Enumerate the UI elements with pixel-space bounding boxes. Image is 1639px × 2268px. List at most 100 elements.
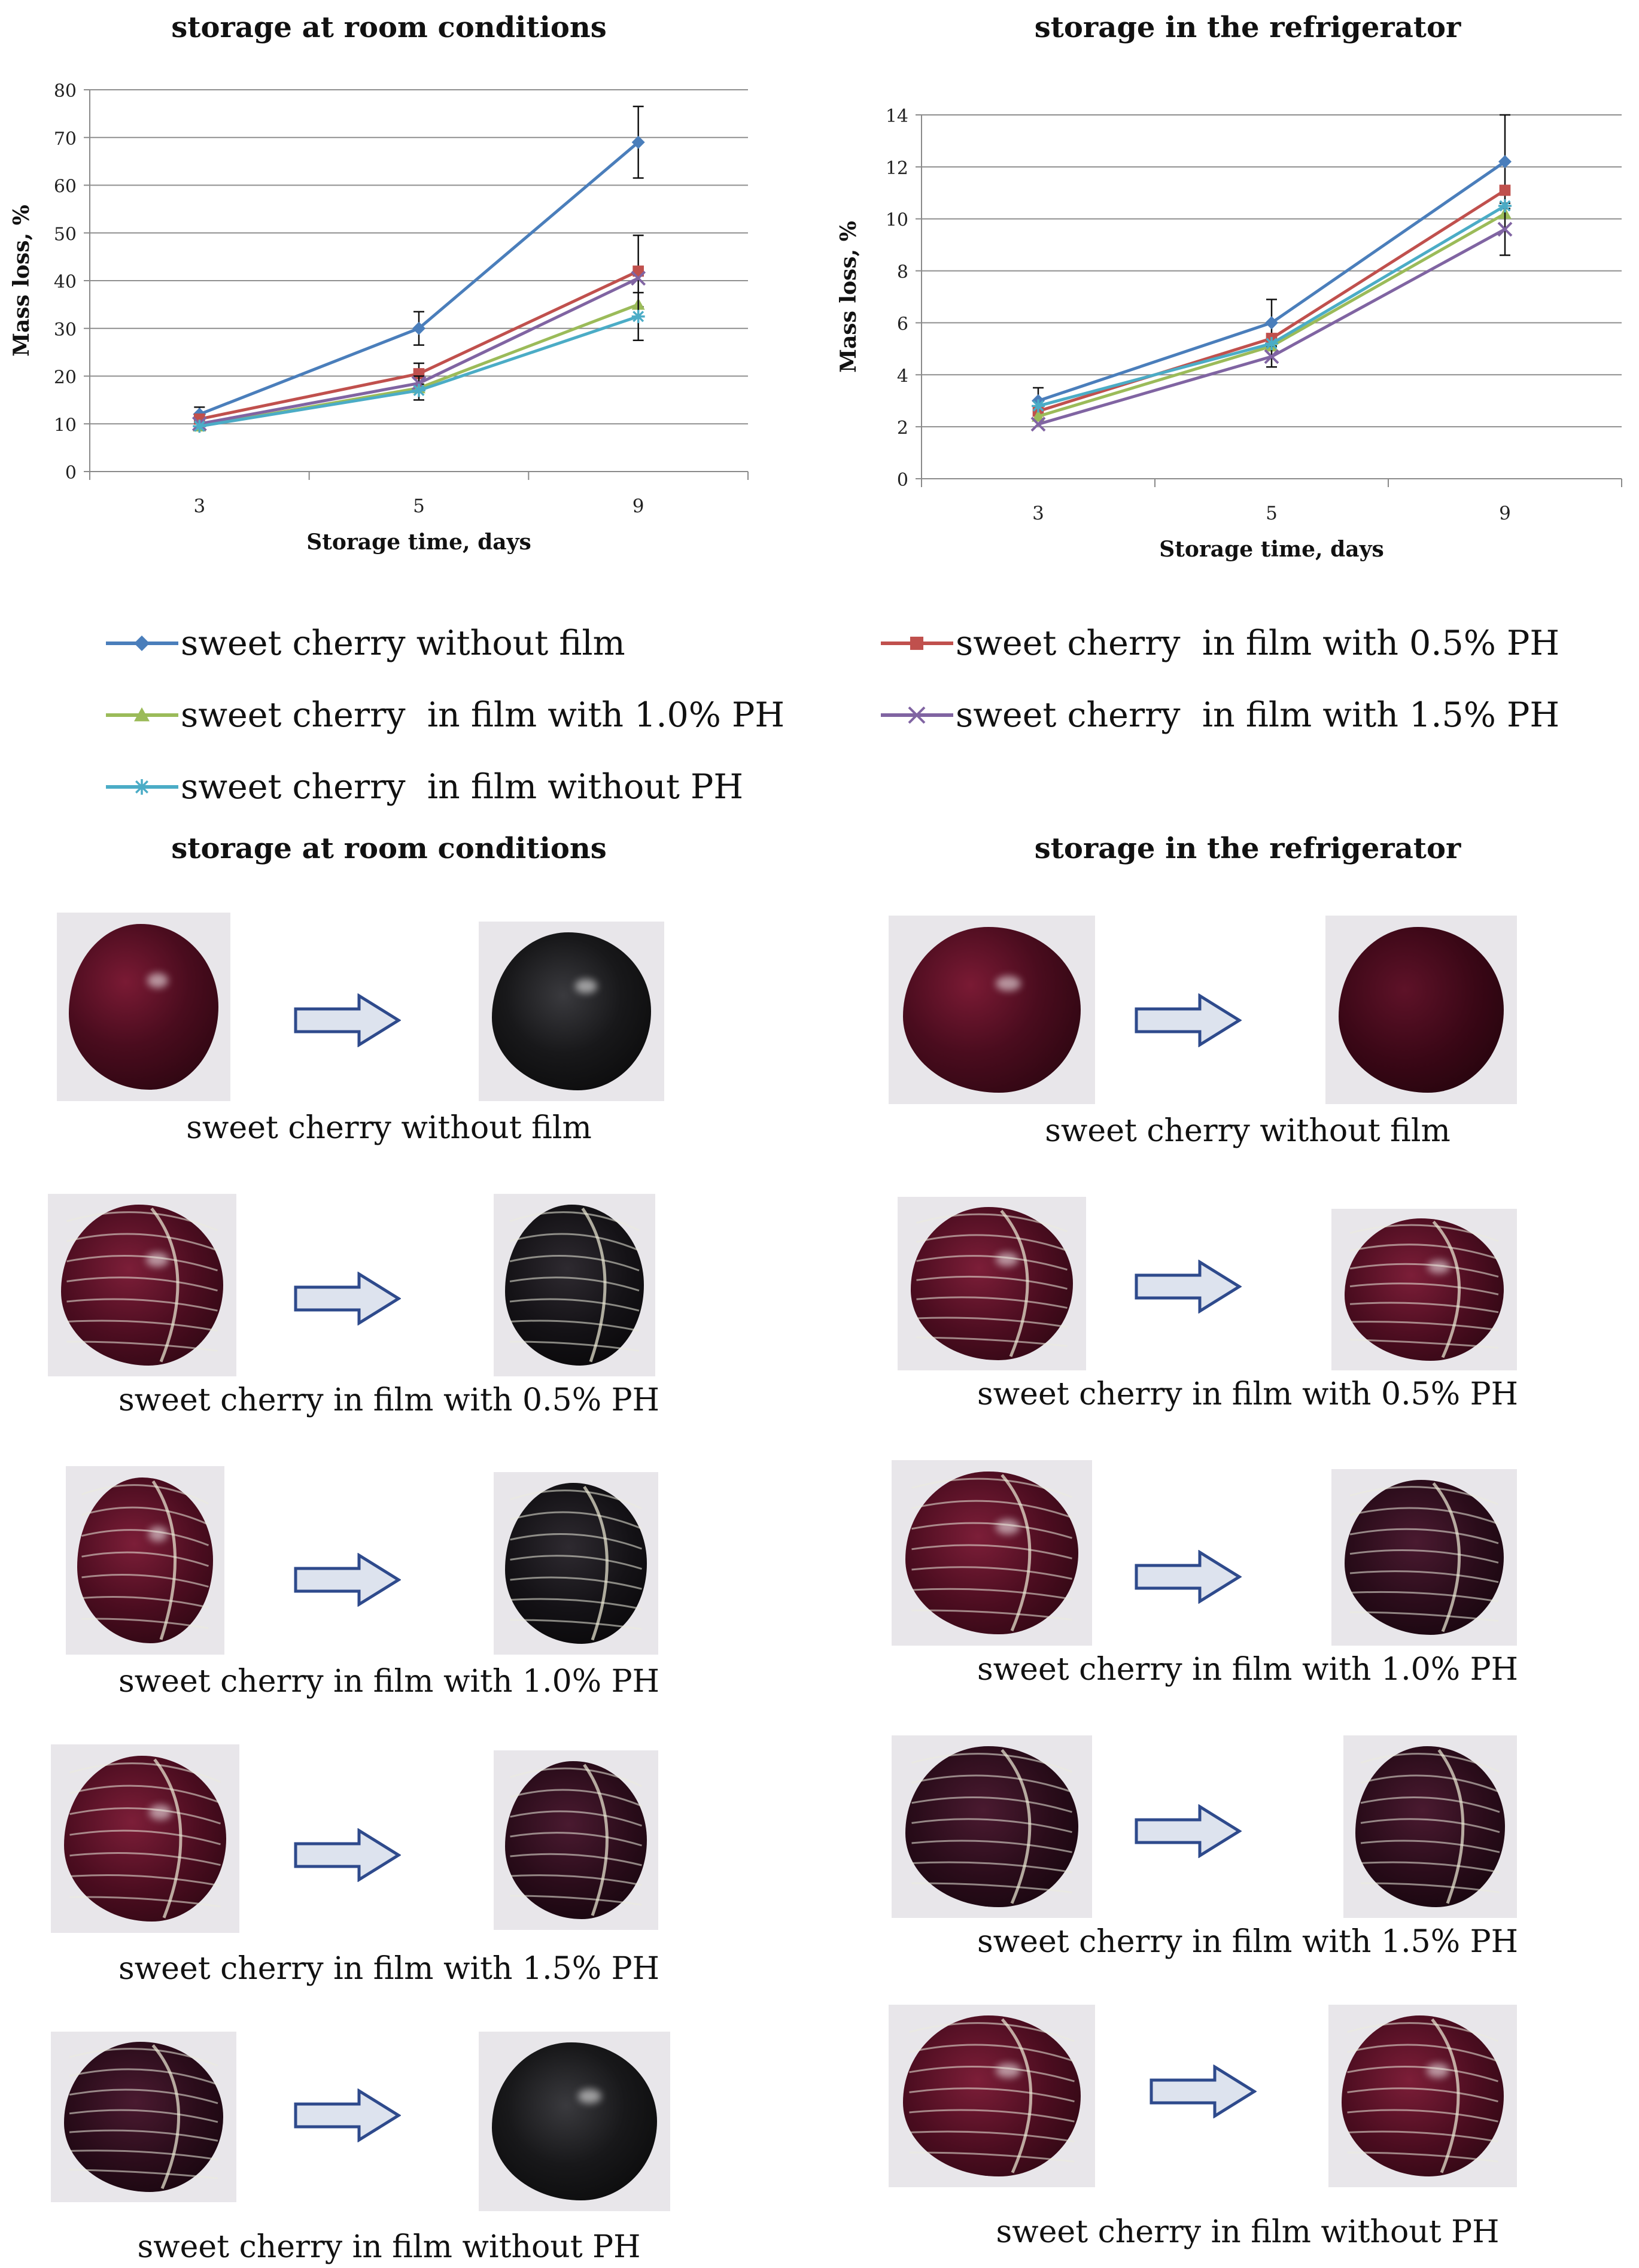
film-strand	[911, 1796, 1072, 1813]
film-strand	[510, 1853, 642, 1866]
film-strand	[916, 1213, 1068, 1233]
legend-swatch	[881, 706, 953, 724]
highlight	[575, 979, 598, 993]
film-strand	[916, 1234, 1068, 1252]
photo-after	[1328, 2005, 1517, 2187]
legend-swatch	[106, 707, 178, 722]
photo-after	[479, 2032, 670, 2211]
y-axis-label: Mass loss, %	[836, 221, 861, 373]
film-strand	[510, 1619, 642, 1630]
series	[193, 291, 645, 433]
film-strand	[916, 1275, 1068, 1290]
legend-item: sweet cherry in film with 0.5% PH	[880, 619, 1559, 667]
legend-label: sweet cherry in film without PH	[181, 767, 744, 807]
highlight	[578, 2089, 601, 2103]
film-strand	[69, 1852, 221, 1866]
film-strand	[509, 1320, 640, 1332]
film-strand	[911, 1609, 1072, 1621]
photo-after	[1331, 1469, 1517, 1646]
film-strand	[1360, 1840, 1500, 1853]
film-strand	[911, 1753, 1073, 1773]
cherry	[1339, 926, 1504, 1093]
photo-caption: sweet cherry in film without PH	[996, 2214, 1500, 2250]
film-strand	[1349, 1486, 1499, 1506]
cherry	[492, 2042, 657, 2200]
data-point	[1499, 184, 1511, 196]
film-wrap	[909, 2018, 1075, 2173]
film-strand	[66, 1211, 218, 1232]
film-strand	[510, 1895, 642, 1906]
arrow-shape	[294, 2088, 401, 2142]
y-tick-label: 14	[886, 106, 908, 127]
y-tick-label: 4	[897, 366, 908, 387]
highlight	[147, 972, 168, 988]
data-point	[193, 419, 206, 433]
photo-before	[892, 1735, 1092, 1918]
series-line	[199, 276, 639, 425]
film-strand	[911, 1477, 1073, 1498]
film-strand	[69, 1829, 221, 1846]
film-wrap	[510, 1485, 643, 1641]
film-strand	[909, 2044, 1075, 2062]
film-strand	[69, 2109, 218, 2123]
film-strand	[1347, 2044, 1499, 2062]
y-tick-label: 20	[54, 367, 77, 388]
film-wrap	[510, 1764, 643, 1916]
arrow-shape	[294, 1272, 401, 1325]
photo-caption: sweet cherry without film	[1045, 1113, 1451, 1149]
legend-label: sweet cherry in film with 1.5% PH	[956, 695, 1560, 735]
film-strand	[911, 1861, 1072, 1874]
film-strand	[66, 1233, 218, 1251]
film-strand	[69, 2068, 218, 2085]
y-tick-label: 40	[54, 272, 77, 293]
photo-caption: sweet cherry in film without PH	[137, 2229, 641, 2265]
legend-item: sweet cherry in film with 1.5% PH	[880, 691, 1559, 739]
data-point	[1032, 409, 1045, 422]
arrow-shape	[1150, 2065, 1257, 2118]
film-strand	[916, 1255, 1068, 1271]
film-strand	[916, 1317, 1068, 1328]
film-strand	[1349, 1282, 1499, 1296]
film-strand	[510, 1810, 643, 1827]
film-strand	[1431, 2018, 1460, 2173]
film-strand	[151, 2044, 180, 2190]
film-strand	[509, 1233, 640, 1251]
film-strand	[510, 1767, 643, 1787]
film-strand	[66, 1340, 218, 1352]
data-point	[412, 384, 425, 397]
film-strand	[909, 2087, 1075, 2103]
x-tick-label: 5	[1266, 503, 1278, 524]
legend-marker	[134, 779, 150, 795]
film-wrap	[66, 1207, 218, 1363]
data-point	[631, 135, 645, 149]
legend-label: sweet cherry in film with 1.0% PH	[181, 695, 785, 735]
film-strand	[1360, 1753, 1500, 1773]
film-strand	[1349, 1611, 1499, 1622]
film-strand	[66, 1255, 218, 1272]
film-strand	[916, 1336, 1068, 1347]
film-strand	[1360, 1861, 1500, 1874]
film-strand	[1001, 2018, 1033, 2173]
film-strand	[1347, 2066, 1498, 2082]
legend-marker	[134, 707, 150, 722]
film-strand	[909, 2109, 1075, 2123]
photo-caption: sweet cherry in film with 1.0% PH	[118, 1664, 659, 1700]
photo-before	[57, 913, 230, 1101]
film-strand	[69, 2129, 218, 2142]
film-strand	[911, 1882, 1072, 1893]
arrow-right-icon	[294, 1553, 401, 1607]
film-strand	[583, 1764, 609, 1916]
cherry	[69, 923, 218, 1090]
arrow-right-icon	[1135, 1260, 1242, 1314]
data-point	[1265, 337, 1278, 351]
data-point	[412, 321, 425, 335]
film-strand	[510, 1511, 643, 1530]
film-strand	[81, 1529, 209, 1546]
highlight	[145, 1252, 169, 1267]
film-strand	[81, 1506, 209, 1526]
film-strand	[911, 1522, 1072, 1539]
film-strand	[909, 2130, 1075, 2143]
film-strand	[1437, 1749, 1465, 1904]
film-strand	[1349, 1321, 1499, 1331]
legend-swatch	[106, 779, 178, 795]
